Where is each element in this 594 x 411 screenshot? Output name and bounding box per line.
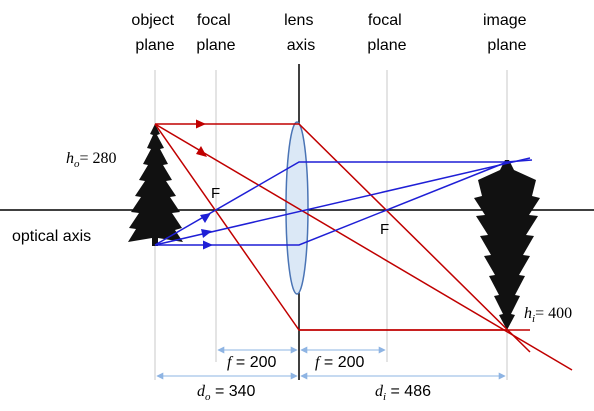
blue-arrowheads: [200, 213, 213, 250]
header-image-plane: image plane: [483, 12, 531, 54]
red-arrow-1: [196, 119, 206, 129]
header-object-plane: object plane: [131, 12, 178, 54]
blue-image-tip: [506, 159, 533, 163]
object-tree-icon: [128, 124, 183, 246]
blue-arrow-1: [200, 213, 211, 223]
blue-arrow-2: [201, 229, 212, 238]
red-ray-chief: [154, 123, 573, 371]
focal-point-left-label: F: [211, 185, 220, 202]
focal-length-right-label: f = 200: [315, 354, 364, 371]
red-arrowheads: [196, 119, 207, 157]
header-focal-plane-left: focal plane: [196, 12, 235, 54]
image-height-label: hi= 400: [524, 305, 572, 325]
dimension-lines: [156, 346, 506, 380]
red-ray-parallel: [155, 123, 531, 353]
object-height-label: ho= 280: [66, 150, 117, 170]
header-focal-plane-right: focal plane: [367, 12, 406, 54]
header-lens-axis: lens axis: [284, 12, 318, 54]
image-tree-icon: [474, 160, 540, 330]
blue-ray-chief: [154, 157, 531, 246]
image-distance-label: di = 486: [375, 383, 431, 403]
object-distance-label: do = 340: [197, 383, 256, 403]
red-arrow-2: [196, 146, 207, 157]
blue-arrow-3: [203, 240, 213, 250]
focal-length-left-label: f = 200: [227, 354, 276, 371]
optical-axis-label: optical axis: [12, 228, 91, 245]
focal-point-right-label: F: [380, 221, 389, 238]
